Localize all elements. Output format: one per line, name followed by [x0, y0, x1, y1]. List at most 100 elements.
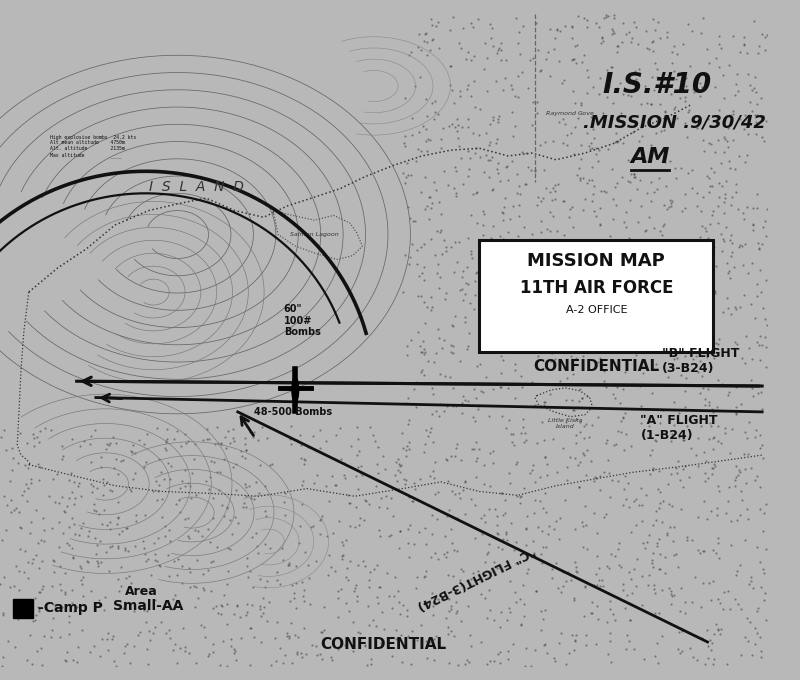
- Point: [609, 550, 622, 561]
- Point: [706, 432, 719, 443]
- Point: [619, 428, 632, 439]
- Point: [754, 386, 767, 397]
- Point: [738, 449, 750, 460]
- Point: [170, 657, 183, 668]
- Text: 48-500 Bombs: 48-500 Bombs: [254, 407, 332, 417]
- Point: [403, 50, 416, 61]
- Point: [344, 556, 357, 566]
- Point: [702, 258, 715, 269]
- Point: [730, 381, 742, 392]
- Point: [650, 514, 662, 525]
- Text: 11TH AIR FORCE: 11TH AIR FORCE: [519, 279, 673, 297]
- Point: [627, 169, 640, 180]
- Point: [182, 478, 195, 489]
- Point: [314, 648, 326, 659]
- Point: [425, 409, 438, 420]
- Point: [729, 402, 742, 413]
- Point: [540, 53, 553, 64]
- Point: [34, 534, 47, 545]
- Point: [529, 551, 542, 562]
- Point: [753, 330, 766, 341]
- Point: [610, 120, 623, 131]
- Point: [689, 309, 702, 320]
- Point: [538, 400, 550, 411]
- Point: [660, 528, 673, 539]
- Point: [440, 454, 453, 464]
- Point: [633, 64, 646, 75]
- Point: [608, 254, 621, 265]
- Point: [427, 356, 440, 367]
- Point: [210, 600, 222, 611]
- Point: [570, 170, 583, 181]
- Point: [258, 506, 271, 517]
- Point: [575, 56, 588, 67]
- Point: [491, 167, 504, 178]
- Point: [31, 602, 44, 613]
- Point: [517, 436, 530, 447]
- Point: [631, 554, 644, 564]
- Point: [673, 626, 686, 637]
- Point: [600, 92, 613, 103]
- Point: [429, 95, 442, 106]
- Point: [322, 549, 335, 560]
- Point: [574, 426, 586, 437]
- Point: [414, 241, 427, 252]
- Point: [453, 587, 466, 598]
- Point: [592, 155, 605, 166]
- Point: [510, 340, 523, 351]
- Point: [648, 282, 661, 293]
- Point: [680, 373, 693, 384]
- Point: [348, 522, 361, 532]
- Text: Small-AA: Small-AA: [113, 599, 183, 613]
- Point: [231, 600, 244, 611]
- Point: [164, 536, 177, 547]
- Point: [470, 452, 483, 463]
- Point: [350, 595, 363, 606]
- Point: [658, 110, 671, 121]
- Point: [254, 611, 267, 622]
- Point: [730, 569, 742, 580]
- Point: [622, 567, 635, 578]
- Point: [646, 388, 658, 399]
- Point: [333, 516, 346, 527]
- Point: [322, 570, 334, 581]
- Point: [58, 654, 71, 665]
- Point: [575, 393, 588, 404]
- Point: [708, 288, 721, 299]
- Point: [492, 43, 505, 54]
- Point: [569, 97, 582, 108]
- Point: [524, 338, 537, 349]
- Point: [594, 471, 606, 482]
- Point: [555, 78, 568, 89]
- Point: [344, 521, 357, 532]
- Point: [709, 52, 722, 63]
- Point: [600, 313, 613, 324]
- Point: [510, 458, 523, 469]
- Point: [182, 647, 195, 658]
- Point: [634, 291, 646, 302]
- Point: [486, 283, 499, 294]
- Point: [405, 335, 418, 346]
- Point: [60, 537, 73, 548]
- Point: [544, 206, 557, 217]
- Point: [444, 339, 457, 350]
- Point: [703, 57, 716, 68]
- Point: [477, 220, 490, 231]
- Point: [718, 423, 731, 434]
- Point: [760, 204, 773, 215]
- Point: [20, 655, 33, 666]
- Point: [334, 423, 346, 434]
- Point: [685, 261, 698, 272]
- Point: [460, 343, 473, 354]
- Point: [62, 522, 75, 532]
- Point: [404, 47, 417, 58]
- Point: [567, 53, 580, 64]
- Point: [738, 38, 750, 49]
- Point: [634, 175, 646, 186]
- Point: [358, 640, 371, 651]
- Point: [512, 181, 525, 192]
- Point: [641, 188, 654, 199]
- Point: [687, 354, 700, 364]
- Point: [419, 571, 432, 582]
- Point: [158, 473, 170, 484]
